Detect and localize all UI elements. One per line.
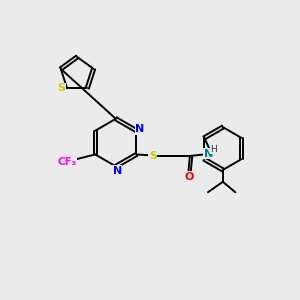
Text: S: S xyxy=(58,83,66,93)
Text: O: O xyxy=(185,172,194,182)
Text: N: N xyxy=(204,148,213,159)
Text: N: N xyxy=(113,166,122,176)
Text: S: S xyxy=(149,151,157,161)
Text: N: N xyxy=(135,124,145,134)
Text: H: H xyxy=(210,145,217,154)
Text: CF₃: CF₃ xyxy=(57,157,77,167)
